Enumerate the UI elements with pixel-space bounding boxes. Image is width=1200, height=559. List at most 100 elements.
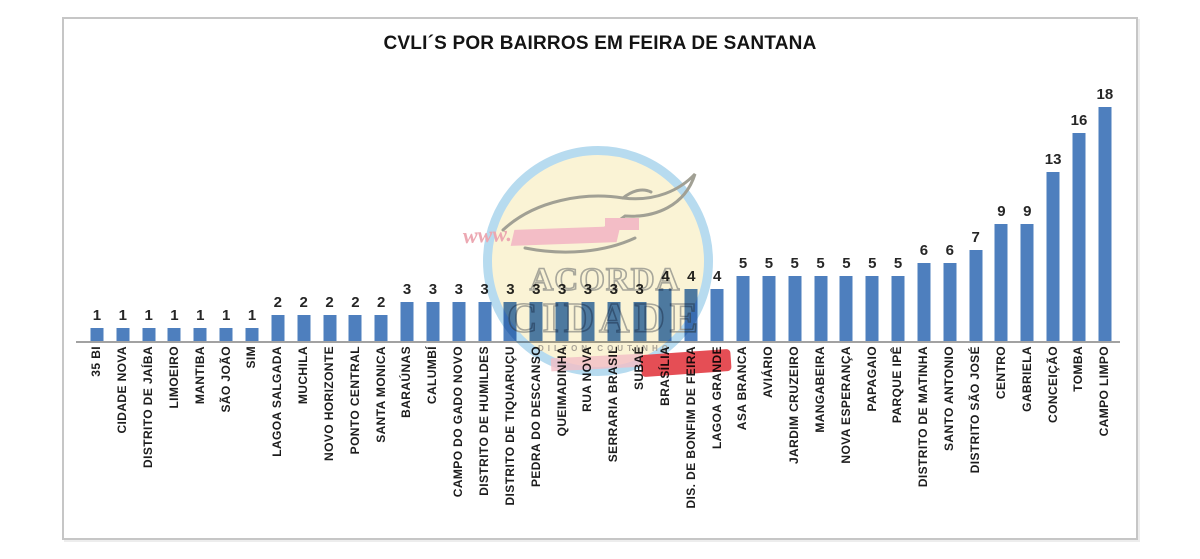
bar-value-label: 9	[997, 203, 1006, 220]
chart-title: CVLI´S POR BAIRROS EM FEIRA DE SANTANA	[383, 33, 817, 54]
bar	[684, 289, 698, 341]
bar-cell: 9 CENTRO	[989, 59, 1015, 529]
bar-cell: 3 SUBAÉ	[627, 59, 653, 529]
category-label: SIM	[244, 346, 259, 369]
category-label: SÃO JOÃO	[218, 346, 233, 413]
bar	[555, 302, 569, 341]
category-label: SANTA MONICA	[373, 346, 388, 443]
bar	[891, 276, 905, 341]
bar-cell: 4 LAGOA GRANDE	[704, 59, 730, 529]
category-label: CAMPO LIMPO	[1097, 346, 1112, 437]
bar-cell: 5 PARQUE IPÊ	[885, 59, 911, 529]
bar	[710, 289, 724, 341]
bar-cell: 3 CAMPO DO GADO NOVO	[446, 59, 472, 529]
category-label: CALUMBÍ	[425, 346, 440, 405]
bar-cell: 1 SIM	[239, 59, 265, 529]
bar-value-label: 1	[170, 307, 179, 324]
bar-value-label: 1	[196, 307, 205, 324]
bar-cell: 5 NOVA ESPERANÇA	[833, 59, 859, 529]
bar-value-label: 5	[893, 255, 903, 272]
bar-value-label: 1	[221, 307, 231, 324]
category-label: QUEIMADINHA	[554, 346, 569, 437]
bar	[736, 276, 750, 341]
bar	[193, 328, 207, 341]
bar-value-label: 13	[1044, 151, 1062, 168]
bar-cell: 5 AVIÁRIO	[756, 59, 782, 529]
bar	[658, 289, 672, 341]
bar-cell: 4 BRASÍLIA	[653, 59, 679, 529]
bar	[503, 302, 517, 341]
bar	[478, 302, 492, 341]
category-label: BARAÚNAS	[399, 346, 414, 418]
bar-cell: 6 DISTRITO DE MATINHA	[911, 59, 937, 529]
bar-cell: 2 SANTA MONICA	[368, 59, 394, 529]
bar-cell: 2 LAGOA SALGADA	[265, 59, 291, 529]
bar-value-label: 1	[247, 307, 257, 324]
category-label: CENTRO	[993, 346, 1008, 400]
category-label: NOVO HORIZONTE	[321, 346, 336, 461]
category-label: CONCEIÇÃO	[1045, 346, 1060, 423]
bar-cell: 1 35 BI	[84, 59, 110, 529]
bar	[917, 263, 931, 341]
bar	[348, 315, 362, 341]
bar	[245, 328, 259, 341]
category-label: MUCHILA	[296, 346, 311, 405]
bar-value-label: 2	[273, 294, 282, 311]
bar-cell: 6 SANTO ANTONIO	[937, 59, 963, 529]
bar-value-label: 5	[764, 255, 774, 272]
bar	[116, 328, 130, 341]
bar	[167, 328, 181, 341]
bar-value-label: 5	[842, 255, 851, 272]
category-label: AVIÁRIO	[761, 346, 776, 398]
bar	[219, 328, 233, 341]
bar	[374, 315, 388, 341]
category-label: LAGOA GRANDE	[709, 346, 724, 450]
bar	[607, 302, 621, 341]
category-label: TOMBA	[1071, 346, 1086, 392]
category-label: PONTO CENTRAL	[347, 346, 362, 455]
bar	[1046, 172, 1060, 341]
bar-value-label: 1	[144, 307, 153, 324]
bar-value-label: 16	[1070, 112, 1088, 129]
bar	[297, 315, 311, 341]
bar-value-label: 5	[868, 255, 877, 272]
bar-value-label: 5	[790, 255, 799, 272]
category-label: CAMPO DO GADO NOVO	[451, 346, 466, 498]
bar-cell: 1 CIDADE NOVA	[110, 59, 136, 529]
plot-area: 1 35 BI 1 CIDADE NOVA 1 DISTRITO DE JAÍBA 1 LIM…	[84, 59, 1118, 529]
bar-value-label: 3	[402, 281, 412, 298]
bar-cell: 1 SÃO JOÃO	[213, 59, 239, 529]
bar	[400, 302, 414, 341]
category-label: DIS. DE BONFIM DE FEIRA	[683, 346, 698, 509]
category-label: ASA BRANCA	[735, 346, 750, 431]
bar-value-label: 6	[919, 242, 929, 259]
bar-cell: 9 GABRIELA	[1014, 59, 1040, 529]
category-label: SERRARIA BRASIL	[606, 346, 621, 463]
bar	[994, 224, 1008, 341]
chart-frame: CVLI´S POR BAIRROS EM FEIRA DE SANTANA 1…	[62, 17, 1138, 540]
bar-cell: 18 CAMPO LIMPO	[1092, 59, 1118, 529]
bar-cell: 1 LIMOEIRO	[162, 59, 188, 529]
bar	[426, 302, 440, 341]
bar	[142, 328, 156, 341]
x-axis-line	[76, 341, 1120, 343]
bar	[529, 302, 543, 341]
bar-cell: 5 ASA BRANCA	[730, 59, 756, 529]
bar-value-label: 6	[945, 242, 954, 259]
bar-value-label: 7	[971, 229, 980, 246]
bar	[839, 276, 853, 341]
category-label: LAGOA SALGADA	[270, 346, 285, 457]
bar	[452, 302, 466, 341]
bar	[969, 250, 983, 341]
bar	[943, 263, 957, 341]
category-label: DISTRITO DE MATINHA	[916, 346, 931, 488]
category-label: NOVA ESPERANÇA	[838, 346, 853, 464]
category-label: PAPAGAIO	[864, 346, 879, 412]
bar-cell: 13 CONCEIÇÃO	[1040, 59, 1066, 529]
category-label: DISTRITO SÃO JOSÉ	[968, 346, 983, 474]
category-label: SANTO ANTONIO	[942, 346, 957, 451]
bar-value-label: 1	[118, 307, 127, 324]
bar-cell: 7 DISTRITO SÃO JOSÉ	[963, 59, 989, 529]
bar-value-label: 4	[713, 268, 722, 285]
bar-cell: 16 TOMBA	[1066, 59, 1092, 529]
